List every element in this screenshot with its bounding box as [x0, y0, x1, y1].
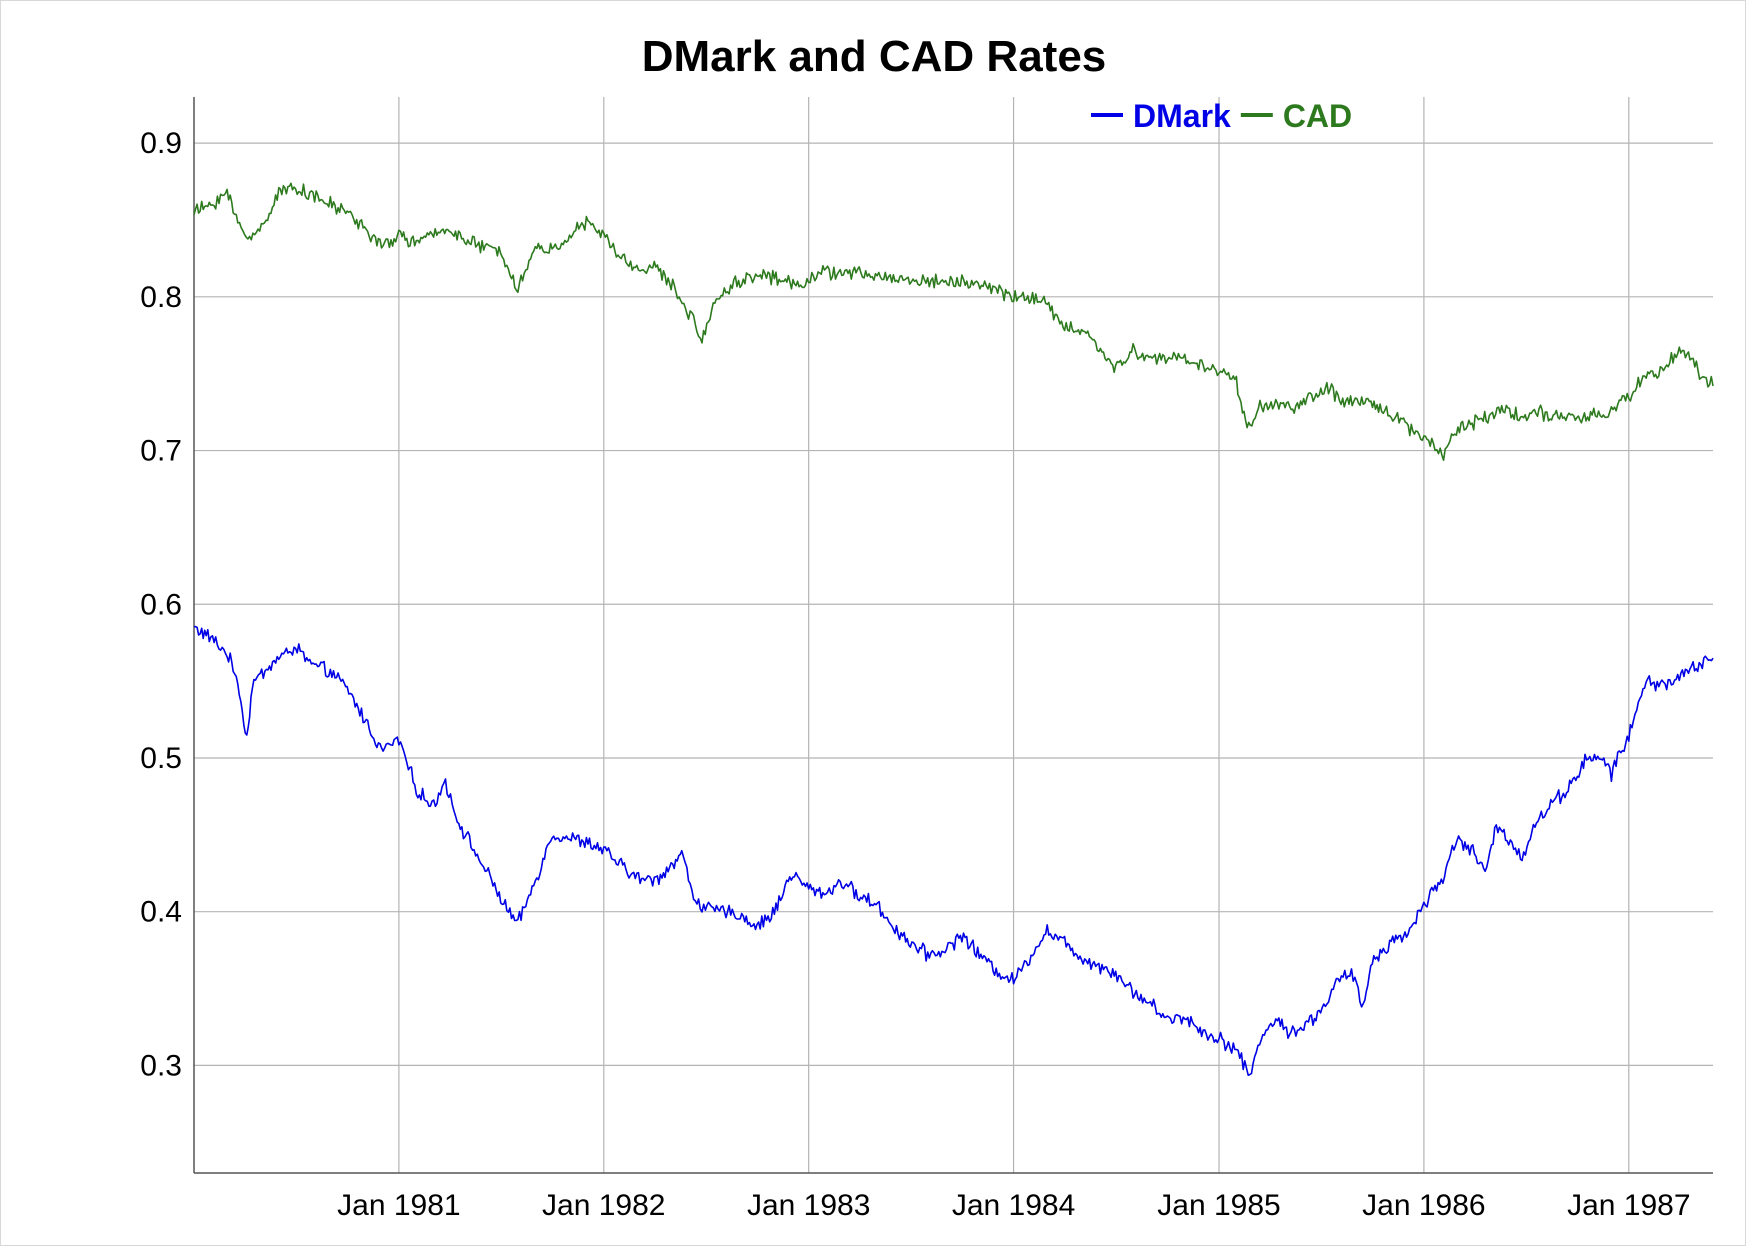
y-tick-label: 0.4	[140, 896, 182, 929]
x-tick-label: Jan 1981	[337, 1189, 460, 1222]
chart-title: DMark and CAD Rates	[642, 32, 1107, 81]
y-tick-labels: 0.3 0.4 0.5 0.6 0.7 0.8 0.9	[140, 127, 182, 1082]
legend-label: CAD	[1283, 98, 1352, 134]
legend-item-dmark[interactable]: DMark	[1091, 98, 1231, 134]
y-tick-label: 0.5	[140, 742, 182, 775]
x-tick-label: Jan 1982	[542, 1189, 665, 1222]
grid-lines	[194, 97, 1713, 1173]
x-tick-label: Jan 1984	[952, 1189, 1075, 1222]
axes	[193, 97, 1713, 1174]
x-tick-label: Jan 1983	[747, 1189, 870, 1222]
legend-item-cad[interactable]: CAD	[1240, 98, 1352, 134]
legend-label: DMark	[1133, 98, 1231, 134]
y-tick-label: 0.6	[140, 588, 182, 621]
series-line-cad	[193, 182, 1714, 461]
y-tick-label: 0.7	[140, 435, 182, 468]
x-tick-label: Jan 1985	[1157, 1189, 1280, 1222]
y-tick-label: 0.3	[140, 1049, 182, 1082]
x-tick-labels: Jan 1981 Jan 1982 Jan 1983 Jan 1984 Jan 1985…	[337, 1189, 1690, 1222]
x-tick-label: Jan 1987	[1567, 1189, 1690, 1222]
y-tick-label: 0.9	[140, 127, 182, 160]
legend[interactable]: DMark CAD	[1091, 98, 1352, 134]
series-lines	[193, 182, 1714, 1076]
y-tick-label: 0.8	[140, 281, 182, 314]
x-tick-label: Jan 1986	[1362, 1189, 1485, 1222]
series-line-dmark	[193, 625, 1714, 1076]
